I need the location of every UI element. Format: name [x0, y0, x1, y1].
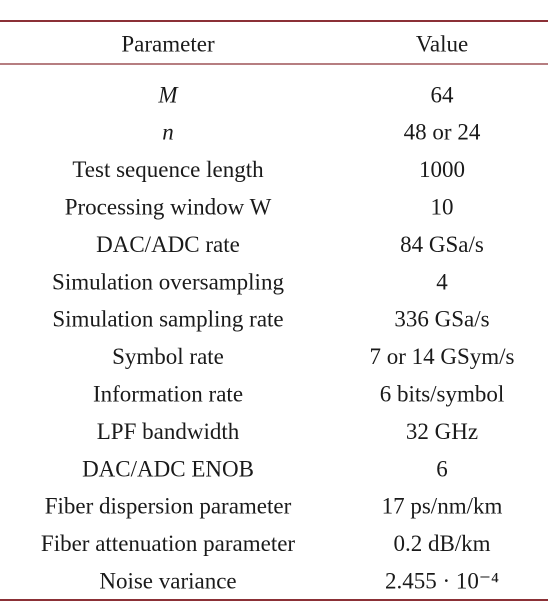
parameter-cell: Processing window W: [65, 194, 272, 219]
value-cell: 32 GHz: [406, 419, 478, 444]
value-cell: 84 GSa/s: [400, 232, 484, 257]
value-cell: 336 GSa/s: [394, 307, 489, 332]
parameter-cell: Symbol rate: [112, 344, 224, 369]
parameter-cell: Simulation sampling rate: [52, 307, 283, 332]
value-cell: 10: [431, 194, 454, 219]
parameter-cell: LPF bandwidth: [97, 419, 240, 444]
parameter-cell: Test sequence length: [72, 157, 264, 182]
parameter-cell: M: [157, 82, 179, 107]
parameter-cell: Noise variance: [99, 568, 236, 593]
parameter-cell: Information rate: [93, 381, 243, 406]
parameter-cell: n: [162, 120, 174, 145]
parameter-cell: Fiber dispersion parameter: [45, 494, 292, 519]
value-cell: 0.2 dB/km: [393, 531, 490, 556]
value-cell: 7 or 14 GSym/s: [369, 344, 514, 369]
value-cell: 2.455 · 10⁻⁴: [385, 568, 499, 593]
value-cell: 17 ps/nm/km: [382, 494, 503, 519]
value-cell: 48 or 24: [404, 120, 481, 145]
parameter-cell: Fiber attenuation parameter: [41, 531, 296, 556]
value-cell: 4: [436, 269, 448, 294]
header-cell: Value: [416, 31, 468, 56]
parameter-cell: Simulation oversampling: [52, 269, 284, 294]
value-cell: 64: [431, 82, 455, 107]
value-cell: 6: [436, 456, 448, 481]
value-cell: 1000: [419, 157, 465, 182]
parameter-cell: DAC/ADC rate: [96, 232, 240, 257]
parameter-cell: DAC/ADC ENOB: [82, 456, 254, 481]
header-cell: Parameter: [121, 31, 215, 56]
value-cell: 6 bits/symbol: [380, 381, 505, 406]
